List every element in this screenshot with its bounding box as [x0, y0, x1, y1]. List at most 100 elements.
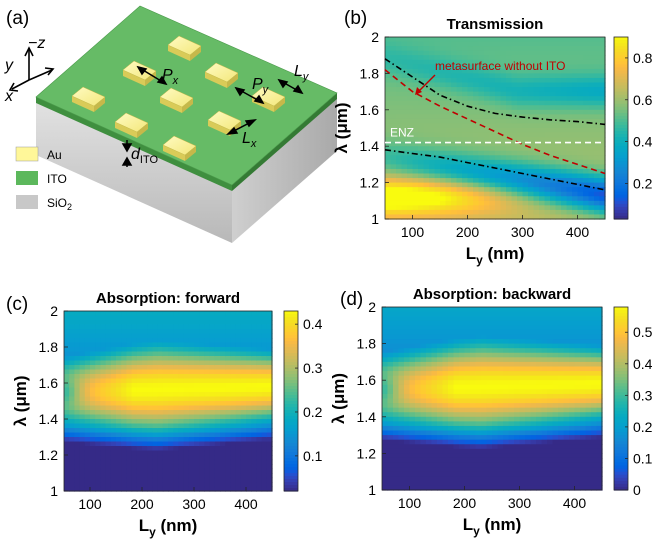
heatmap-cell: [508, 357, 515, 363]
heatmap-cell: [230, 378, 237, 384]
heatmap-cell: [550, 114, 557, 120]
heatmap-cell: [69, 414, 75, 420]
heatmap-cell: [539, 77, 546, 84]
heatmap-cell: [199, 455, 205, 461]
heatmap-cell: [453, 471, 460, 477]
heatmap-cell: [426, 480, 433, 487]
heatmap-cell: [451, 73, 458, 79]
heatmap-cell: [508, 462, 515, 468]
heatmap-cell: [453, 480, 460, 487]
heatmap-cell: [74, 387, 81, 393]
heatmap-cell: [497, 366, 504, 372]
heatmap-cell: [420, 348, 427, 354]
heatmap-cell: [131, 401, 138, 407]
heatmap-cell: [506, 132, 513, 138]
heatmap-cell: [517, 173, 524, 179]
heatmap-cell: [178, 383, 185, 389]
heatmap-cell: [204, 486, 211, 492]
heatmap-cell: [131, 428, 138, 434]
heatmap-cell: [404, 462, 411, 468]
heatmap-cell: [398, 453, 405, 459]
heatmap-cell: [251, 315, 257, 321]
heatmap-cell: [95, 450, 101, 456]
heatmap-cell: [555, 205, 562, 211]
heatmap-cell: [528, 37, 535, 43]
heatmap-cell: [266, 311, 273, 317]
heatmap-cell: [453, 453, 460, 459]
heatmap-cell: [396, 214, 403, 220]
heatmap-cell: [500, 205, 507, 211]
heatmap-cell: [495, 141, 502, 147]
heatmap-cell: [261, 374, 268, 380]
heatmap-cell: [572, 168, 579, 175]
heatmap-cell: [445, 159, 452, 165]
heatmap-cell: [591, 403, 598, 409]
heatmap-cell: [544, 77, 551, 84]
heatmap-cell: [574, 467, 581, 473]
heatmap-cell: [387, 348, 394, 354]
heatmap-cell: [426, 311, 433, 317]
heatmap-cell: [470, 357, 477, 363]
heatmap-cell: [168, 464, 174, 470]
heatmap-cell: [121, 437, 127, 443]
heatmap-cell: [492, 403, 499, 409]
heatmap-cell: [105, 387, 112, 393]
heatmap-cell: [398, 320, 405, 326]
heatmap-cell: [157, 432, 164, 438]
heatmap-cell: [486, 448, 493, 454]
heatmap-cell: [497, 425, 504, 432]
heatmap-cell: [541, 343, 548, 349]
heatmap-cell: [594, 128, 601, 134]
heatmap-cell: [464, 480, 471, 487]
heatmap-cell: [503, 453, 510, 459]
heatmap-cell: [131, 414, 138, 420]
heatmap-cell: [442, 316, 449, 322]
heatmap-cell: [473, 46, 480, 52]
heatmap-cell: [246, 423, 252, 429]
heatmap-cell: [566, 123, 573, 129]
heatmap-cell: [420, 375, 427, 381]
heatmap-cell: [522, 168, 529, 175]
heatmap-cell: [448, 348, 455, 354]
heatmap-cell: [121, 315, 127, 321]
heatmap-cell: [445, 46, 452, 52]
heatmap-cell: [574, 393, 581, 400]
heatmap-cell: [541, 398, 548, 404]
heatmap-cell: [585, 384, 592, 390]
heatmap-cell: [588, 196, 595, 202]
heatmap-cell: [418, 100, 425, 106]
heatmap-cell: [517, 141, 524, 147]
heatmap-cell: [522, 41, 529, 47]
heatmap-cell: [522, 87, 529, 93]
heatmap-cell: [500, 150, 507, 156]
heatmap-cell: [209, 329, 216, 335]
heatmap-cell: [453, 307, 460, 313]
heatmap-cell: [550, 187, 557, 193]
heatmap-cell: [382, 407, 389, 413]
heatmap-cell: [431, 412, 438, 418]
heatmap-cell: [599, 146, 606, 152]
heatmap-cell: [506, 100, 513, 106]
heatmap-cell: [235, 455, 242, 461]
heatmap-cell: [415, 403, 422, 409]
heatmap-cell: [162, 428, 169, 434]
heatmap-cell: [599, 214, 606, 220]
heatmap-cell: [522, 123, 529, 129]
heatmap-cell: [489, 123, 496, 129]
heatmap-cell: [157, 333, 164, 339]
colorbar-segment: [614, 209, 628, 214]
heatmap-cell: [569, 412, 576, 418]
heatmap-cell: [511, 77, 518, 84]
heatmap-cell: [121, 356, 127, 362]
heatmap-cell: [572, 173, 579, 179]
colorbar-segment: [614, 197, 628, 202]
heatmap-cell: [453, 357, 460, 363]
heatmap-cell: [90, 338, 96, 344]
heatmap-cell: [420, 476, 427, 482]
heatmap-cell: [561, 146, 568, 152]
heatmap-cell: [398, 311, 405, 317]
heatmap-cell: [583, 214, 590, 220]
heatmap-cell: [382, 439, 389, 445]
heatmap-cell: [199, 468, 205, 474]
heatmap-cell: [514, 398, 521, 404]
